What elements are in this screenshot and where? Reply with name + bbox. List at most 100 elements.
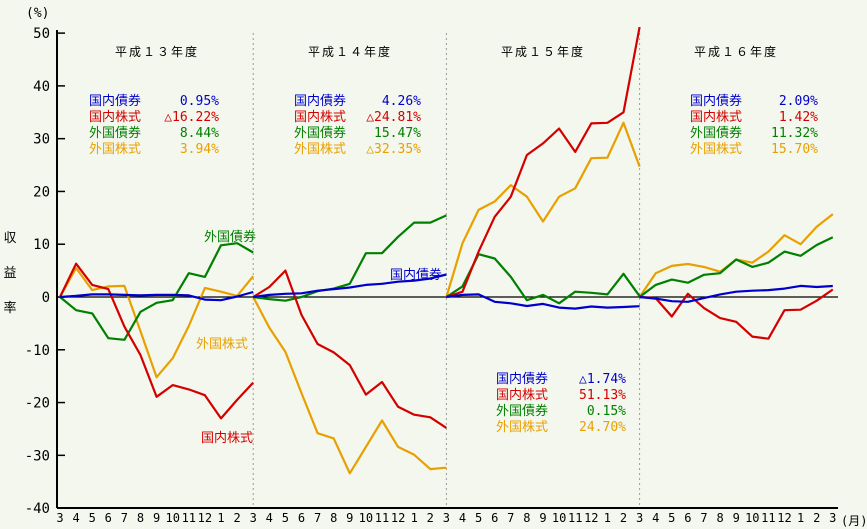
- x-axis-month-label: 2: [233, 511, 240, 525]
- legend-series-name: 外国債券: [690, 126, 743, 141]
- legend-row-foreign_bond: 外国債券 11.32%: [690, 126, 818, 142]
- x-axis-month-label: 8: [137, 511, 144, 525]
- x-axis-month-label: 11: [761, 511, 775, 525]
- x-axis-month-label: 11: [182, 511, 196, 525]
- x-axis-month-label: 6: [491, 511, 498, 525]
- y-axis-tick-label: -20: [25, 396, 50, 412]
- x-axis-month-label: 5: [89, 511, 96, 525]
- fiscal-year-title-h14: 平成１４年度: [307, 45, 392, 59]
- x-axis-month-label: 7: [700, 511, 707, 525]
- x-axis-month-label: 7: [121, 511, 128, 525]
- x-axis-month-label: 8: [330, 511, 337, 525]
- y-axis-tick-label: -40: [25, 501, 50, 517]
- x-axis-month-label: 9: [733, 511, 740, 525]
- x-axis-month-label: 3: [443, 511, 450, 525]
- x-axis-month-label: 1: [797, 511, 804, 525]
- y-axis-tick-label: 0: [42, 290, 50, 306]
- legend-row-foreign_bond: 外国債券 15.47%: [294, 126, 421, 142]
- legend-series-name: 外国債券: [89, 126, 142, 141]
- x-axis-month-label: 9: [539, 511, 546, 525]
- legend-series-name: 国内債券: [496, 372, 549, 387]
- series-label-domestic_bond: 国内債券: [390, 268, 443, 283]
- legend-series-value: △32.35%: [366, 142, 421, 157]
- x-axis-month-label: 9: [153, 511, 160, 525]
- x-axis-month-label: 12: [198, 511, 212, 525]
- fiscal-year-title-h16: 平成１６年度: [693, 45, 778, 59]
- legend-row-foreign_bond: 外国債券 8.44%: [89, 126, 219, 142]
- x-axis-month-label: 3: [56, 511, 63, 525]
- legend-series-name: 国内株式: [294, 110, 347, 125]
- legend-row-domestic_bond: 国内債券 0.95%: [89, 94, 219, 110]
- y-axis-tick-label: 10: [33, 237, 50, 253]
- legend-row-foreign_stock: 外国株式 3.94%: [89, 142, 219, 158]
- x-axis-month-label: 11: [375, 511, 389, 525]
- x-axis-month-label: 5: [475, 511, 482, 525]
- legend-series-value: 3.94%: [179, 142, 219, 157]
- legend-row-foreign_stock: 外国株式 24.70%: [496, 420, 626, 436]
- x-axis-month-label: 5: [668, 511, 675, 525]
- legend-series-name: 外国株式: [89, 142, 142, 157]
- y-axis-title-char: 収: [3, 231, 17, 246]
- fiscal-year-title-h13: 平成１３年度: [114, 45, 199, 59]
- series-line-foreign_stock-year3: [445, 121, 641, 298]
- x-axis-month-label: 4: [266, 511, 273, 525]
- legend-row-domestic_bond: 国内債券 △1.74%: [496, 372, 626, 388]
- legend-series-name: 国内債券: [690, 94, 743, 109]
- series-line-domestic_bond-year4: [639, 284, 833, 303]
- x-axis-month-label: 7: [314, 511, 321, 525]
- legend-series-value: 0.15%: [586, 404, 626, 419]
- x-axis-month-label: 8: [523, 511, 530, 525]
- series-line-domestic_stock-year2: [252, 269, 448, 429]
- legend-series-value: 2.09%: [778, 94, 818, 109]
- x-axis-month-label: 1: [217, 511, 224, 525]
- legend-series-value: 11.32%: [771, 126, 818, 141]
- legend-series-value: 4.26%: [381, 94, 421, 109]
- series-line-domestic_stock-year1: [59, 262, 255, 420]
- y-axis-tick-label: 40: [33, 79, 50, 95]
- x-axis-month-label: 6: [684, 511, 691, 525]
- legend-row-domestic_stock: 国内株式 51.13%: [496, 388, 626, 404]
- legend-row-foreign_stock: 外国株式 15.70%: [690, 142, 818, 158]
- legend-h13: 国内債券 0.95% 国内株式 △16.22% 外国債券 8.44% 外国株式 3.94%: [89, 94, 219, 158]
- series-line-foreign_bond-year4: [638, 236, 834, 298]
- legend-series-value: △1.74%: [579, 372, 626, 387]
- x-axis-month-label: 2: [620, 511, 627, 525]
- legend-series-value: 15.47%: [374, 126, 421, 141]
- y-axis-tick-label: -10: [25, 343, 50, 359]
- legend-series-value: 15.70%: [771, 142, 818, 157]
- series-line-foreign_bond-year1: [59, 242, 254, 341]
- series-line-foreign_stock-year4: [638, 213, 834, 298]
- x-axis-month-label: 4: [652, 511, 659, 525]
- x-axis-month-label: 12: [584, 511, 598, 525]
- series-line-domestic_bond-year1: [59, 290, 254, 302]
- x-axis-month-label: 6: [298, 511, 305, 525]
- x-axis-month-label: 10: [745, 511, 759, 525]
- series-line-domestic_stock-year4: [639, 288, 834, 340]
- y-axis-tick-label: -30: [25, 448, 50, 464]
- legend-h16: 国内債券 2.09% 国内株式 1.42% 外国債券 11.32% 外国株式 15.70%: [690, 94, 818, 158]
- series-line-foreign_stock-year1: [59, 266, 255, 379]
- y-axis-title-char: 率: [3, 301, 17, 316]
- x-axis-month-label: 3: [250, 511, 257, 525]
- x-axis-month-label: 10: [359, 511, 373, 525]
- legend-series-value: 8.44%: [179, 126, 219, 141]
- series-label-foreign_stock: 外国株式: [196, 337, 249, 352]
- y-axis-unit-label: (%): [26, 6, 50, 21]
- legend-series-value: 0.95%: [179, 94, 219, 109]
- legend-row-domestic_bond: 国内債券 2.09%: [690, 94, 818, 110]
- series-label-domestic_stock: 国内株式: [201, 431, 254, 446]
- x-axis-month-label: 7: [507, 511, 514, 525]
- x-axis-month-label: 1: [411, 511, 418, 525]
- legend-series-name: 国内株式: [496, 388, 549, 403]
- legend-series-value: △24.81%: [366, 110, 421, 125]
- y-axis-tick-label: 50: [33, 26, 50, 42]
- x-axis-month-label: 4: [72, 511, 79, 525]
- legend-series-name: 外国株式: [294, 142, 347, 157]
- legend-h14: 国内債券 4.26% 国内株式 △24.81% 外国債券 15.47% 外国株式 △32.35…: [294, 94, 421, 158]
- legend-row-foreign_stock: 外国株式 △32.35%: [294, 142, 421, 158]
- legend-series-name: 外国株式: [690, 142, 743, 157]
- legend-series-name: 国内債券: [294, 94, 347, 109]
- x-axis-month-label: 4: [459, 511, 466, 525]
